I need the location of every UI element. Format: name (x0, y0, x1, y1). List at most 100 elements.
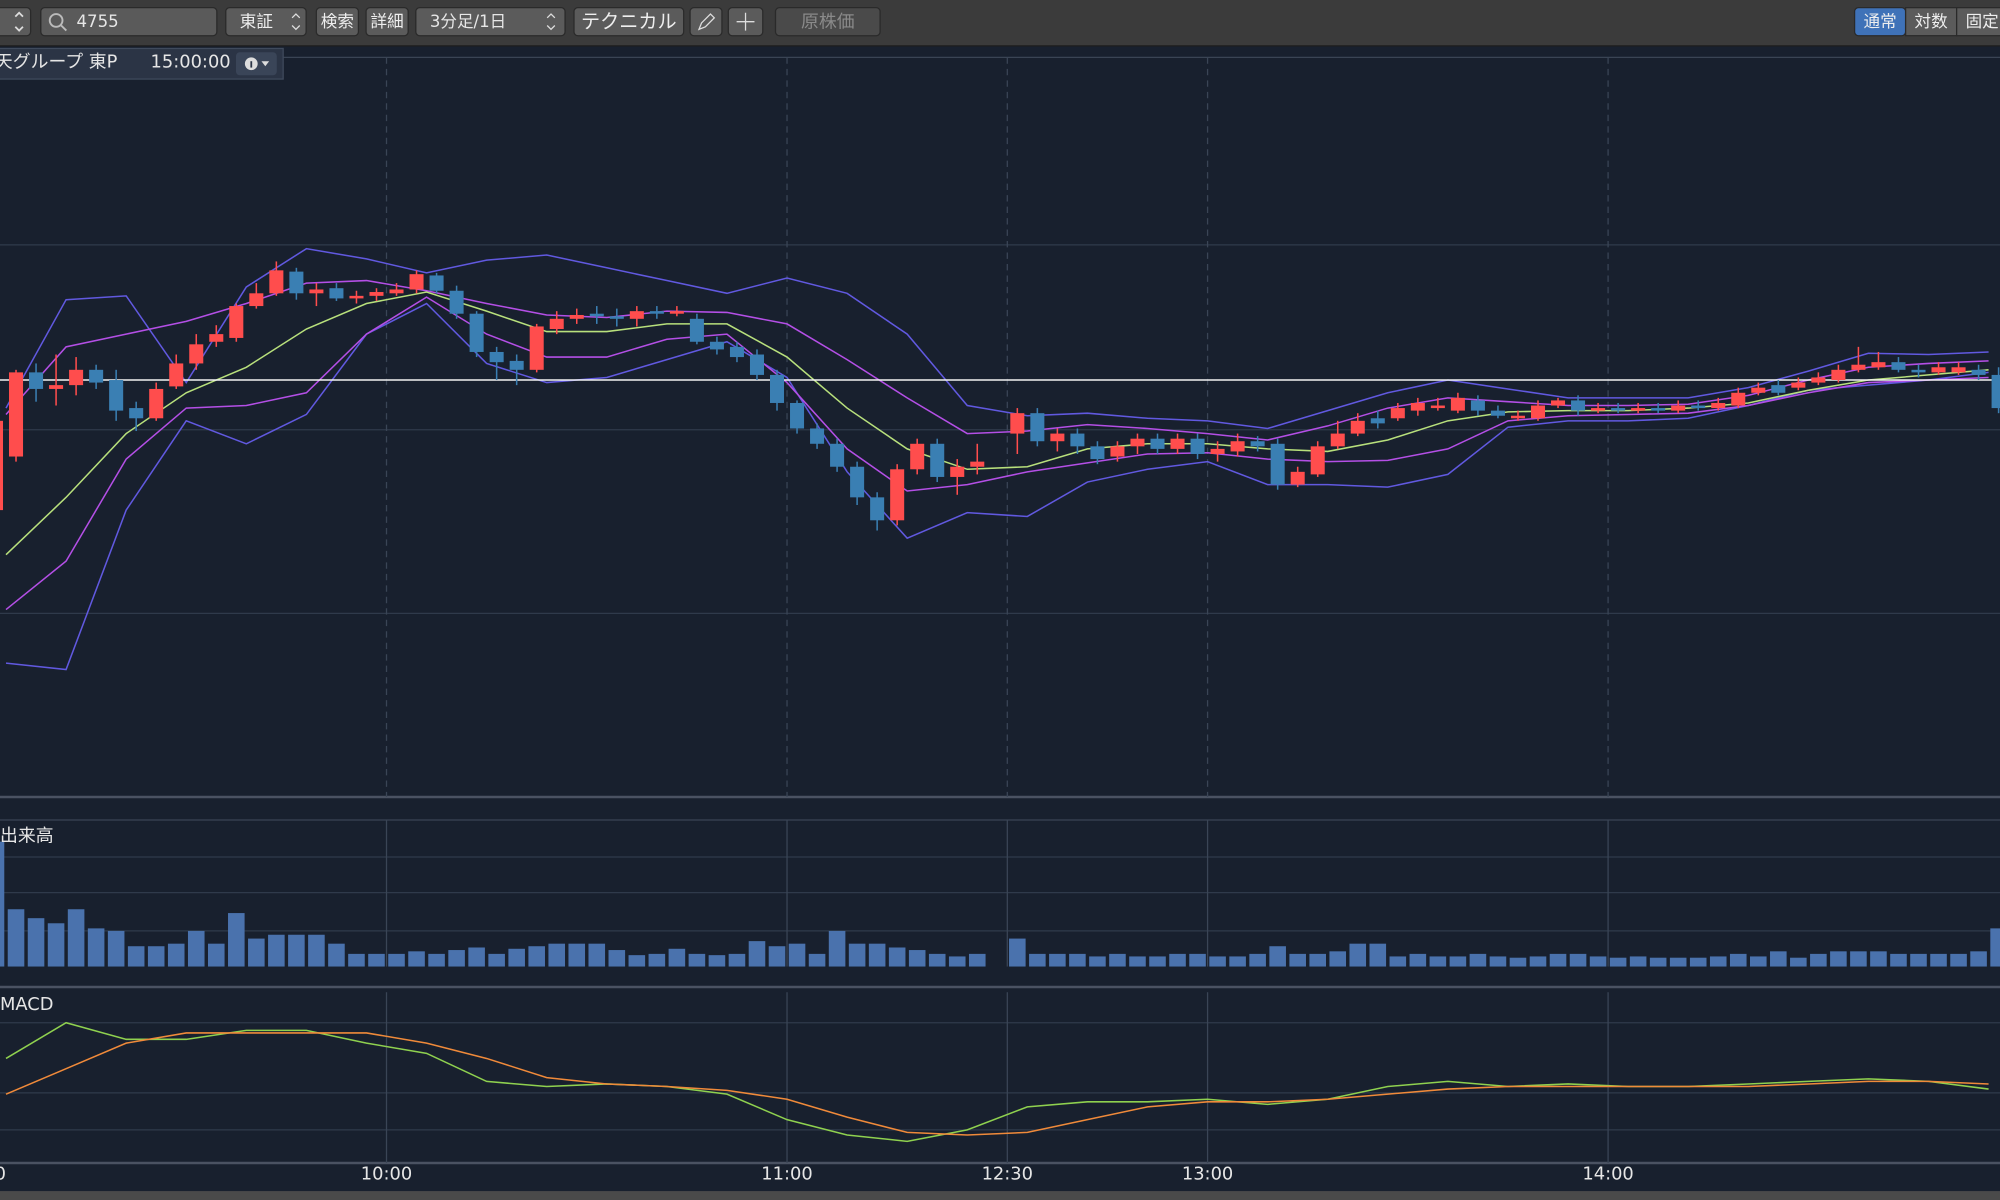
interval-select[interactable]: 3分足/1日 (415, 7, 566, 37)
volume-title: 出来高 (0, 826, 54, 847)
x-tick-label: 14:00 (1582, 1163, 1633, 1184)
volume-bar (1089, 956, 1106, 967)
search-text: 検索 (321, 12, 354, 31)
candle-body (1270, 443, 1285, 485)
stepper[interactable] (0, 7, 32, 37)
candle-body (1811, 377, 1826, 383)
band-line (5, 296, 1989, 611)
candle-body (1430, 405, 1445, 409)
volume-bar (1289, 953, 1306, 967)
candle-body (1551, 400, 1566, 406)
volume-bar (1509, 957, 1527, 967)
candle-body (489, 351, 504, 363)
volume-bar (187, 930, 205, 967)
volume-bar (448, 950, 465, 967)
candle-body (1591, 408, 1606, 411)
candle-body (689, 318, 704, 342)
volume-bar (428, 953, 445, 967)
original-price-button[interactable]: 原株価 (774, 7, 881, 37)
volume-bar (1409, 953, 1427, 967)
volume-bar (107, 930, 125, 967)
volume-bar (1009, 938, 1026, 967)
volume-bar (167, 943, 185, 967)
volume-bar (728, 953, 746, 967)
band-line (5, 302, 1989, 671)
scale-log-button[interactable] (1904, 7, 1958, 37)
volume-bar (87, 928, 105, 967)
volume-bar (228, 913, 245, 967)
volume-bar (27, 918, 45, 967)
volume-bar (588, 943, 606, 967)
volume-bar (67, 909, 85, 967)
volume-bar (1790, 957, 1807, 967)
candle-body (709, 341, 724, 350)
candle-body (1050, 433, 1065, 442)
info-button[interactable] (235, 52, 277, 76)
candle-body (970, 461, 985, 467)
instrument-name: 天グループ 東P (0, 51, 118, 72)
candle-body (1490, 410, 1505, 416)
volume-bar (1249, 953, 1266, 967)
volume-bar (708, 955, 726, 967)
candle-body (1731, 392, 1746, 406)
detail-button[interactable]: 詳細 (365, 7, 409, 37)
volume-bar (1729, 953, 1747, 967)
detail-text: 詳細 (371, 12, 404, 31)
volume-bar (608, 950, 626, 967)
candle-body (1210, 448, 1225, 454)
scale-mode-group: 通常 対数 固定 (1853, 7, 2000, 37)
candle-body (1470, 400, 1485, 411)
volume-bar (808, 953, 826, 967)
volume-bar (1469, 953, 1487, 967)
candle-body (349, 295, 364, 299)
x-tick-label: 11:00 (761, 1163, 812, 1184)
volume-bar (207, 943, 225, 967)
candle-body (1190, 438, 1205, 454)
candle-body (1931, 367, 1946, 373)
pencil-button[interactable] (689, 7, 723, 37)
market-select[interactable]: 東証 (225, 7, 307, 37)
technical-button[interactable]: テクニカル (573, 7, 685, 37)
panel (0, 992, 2000, 1164)
search-box[interactable]: 4755 (40, 7, 218, 37)
volume-bar (1109, 953, 1126, 967)
volume-bar (1269, 946, 1286, 967)
scale-fixed-button[interactable] (1955, 7, 2000, 37)
panel (0, 57, 2000, 798)
volume-bar (788, 943, 806, 967)
volume-bar (1549, 953, 1567, 967)
volume-bar (248, 938, 265, 967)
volume-bar (1069, 953, 1086, 967)
candle-body (609, 316, 624, 319)
search-button[interactable]: 検索 (315, 7, 360, 37)
candle-body (329, 288, 344, 299)
volume-bar (1529, 956, 1547, 967)
candle-body (1971, 369, 1986, 375)
candle-body (1871, 362, 1886, 368)
plus-button[interactable] (727, 7, 764, 37)
macd-line (5, 1032, 1989, 1136)
candle-body (69, 369, 84, 386)
candle-body (49, 385, 64, 389)
candle-body (129, 408, 144, 419)
volume-bar (828, 930, 846, 967)
candle-body (1010, 413, 1025, 434)
volume-bar (1329, 951, 1347, 967)
candle-body (769, 374, 785, 403)
volume-bar (348, 953, 365, 967)
candle-body (1771, 385, 1786, 393)
candle-body (1951, 367, 1966, 373)
candle-body (1230, 441, 1245, 452)
candle-body (1070, 433, 1085, 447)
candle-body (1030, 413, 1045, 442)
candle-body (1170, 438, 1185, 449)
x-tick-label: 9:00 (0, 1163, 6, 1184)
volume-bar (1850, 951, 1867, 967)
candle-body (1310, 446, 1325, 475)
volume-bar (1990, 928, 2000, 967)
volume-bar (868, 943, 886, 967)
candle-body (810, 428, 825, 444)
volume-bar (468, 947, 485, 967)
